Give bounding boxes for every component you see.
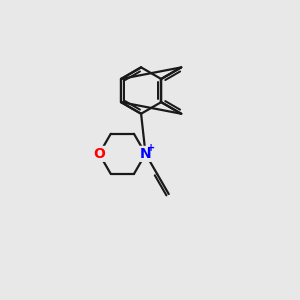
Text: N: N — [140, 147, 152, 161]
Text: +: + — [147, 143, 155, 153]
Text: O: O — [93, 147, 105, 161]
